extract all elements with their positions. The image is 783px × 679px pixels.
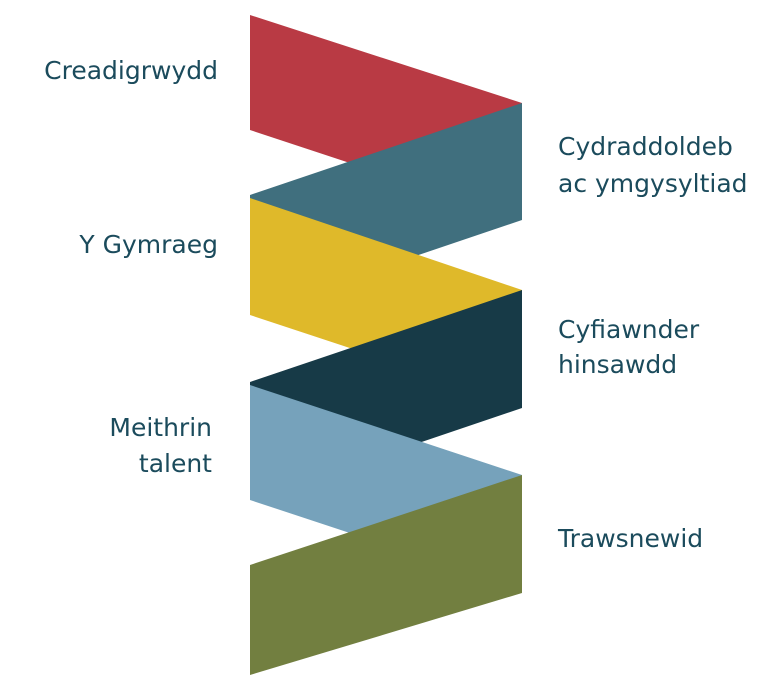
- label: Meithrin: [109, 413, 212, 442]
- label: ac ymgysyltiad: [558, 169, 748, 198]
- label: Cyfiawnder: [558, 315, 700, 344]
- ribbon-olive: [250, 475, 522, 675]
- label: talent: [139, 449, 212, 478]
- label: Trawsnewid: [557, 524, 703, 553]
- label: Creadigrwydd: [44, 56, 218, 85]
- label: Cydraddoldeb: [558, 132, 733, 161]
- label: Y Gymraeg: [78, 230, 218, 259]
- label: hinsawdd: [558, 350, 677, 379]
